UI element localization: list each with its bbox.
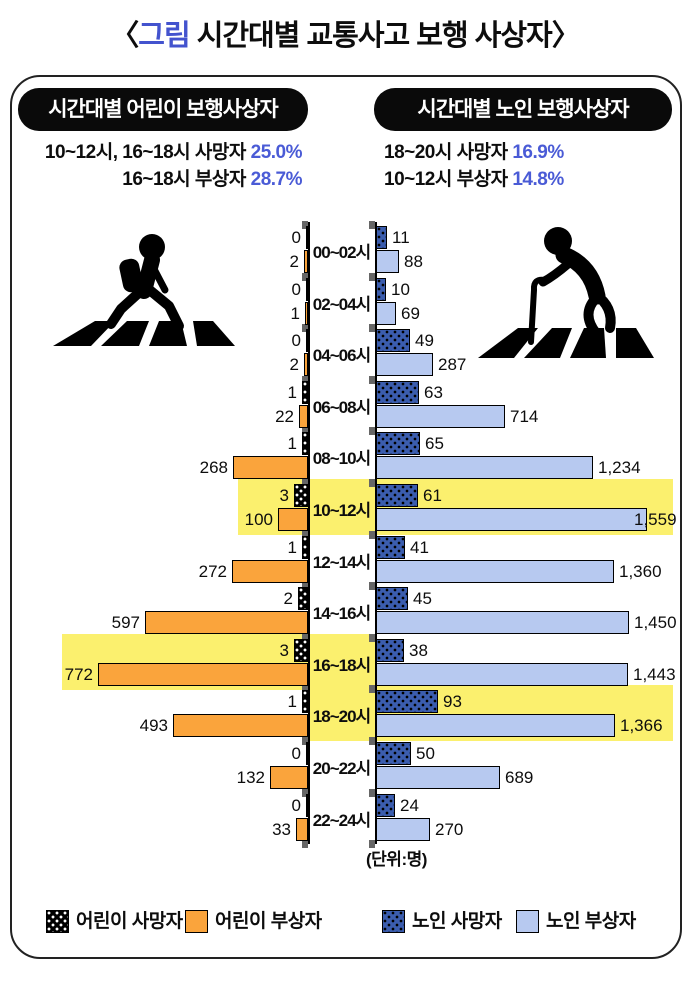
legend-label: 어린이 부상자 bbox=[215, 911, 322, 932]
subtitle-percent: 28.7% bbox=[250, 169, 303, 190]
legend-swatch-icon bbox=[516, 910, 539, 933]
subtitle-text: 10~12시 부상자 bbox=[384, 169, 513, 190]
right-chart-header: 시간대별 노인 보행사상자 bbox=[374, 88, 672, 131]
left-chart-header: 시간대별 어린이 보행사상자 bbox=[18, 88, 308, 131]
subtitle-percent: 16.9% bbox=[512, 142, 564, 163]
subtitle-text: 16~18시 부상자 bbox=[122, 169, 251, 190]
right-subtitle: 18~20시 사망자 16.9% 10~12시 부상자 14.8% bbox=[384, 139, 674, 193]
title-rest: 시간대별 교통사고 보행 사상자 bbox=[189, 20, 553, 52]
title-bracket-open: 〈 bbox=[110, 20, 139, 52]
title-bracket-close: 〉 bbox=[551, 20, 581, 52]
left-subtitle: 10~12시, 16~18시 사망자 25.0% 16~18시 부상자 28.7% bbox=[20, 139, 303, 193]
subtitle-line: 18~20시 사망자 16.9% bbox=[384, 139, 674, 166]
legend-label: 노인 부상자 bbox=[546, 911, 636, 932]
legend-label: 어린이 사망자 bbox=[76, 911, 183, 932]
subtitle-line: 10~12시 부상자 14.8% bbox=[384, 166, 674, 193]
chart-panel bbox=[10, 75, 682, 959]
subtitle-text: 10~12시, 16~18시 사망자 bbox=[44, 142, 251, 163]
legend-swatch-icon bbox=[46, 910, 69, 933]
subtitle-line: 10~12시, 16~18시 사망자 25.0% bbox=[20, 139, 303, 166]
page-title: 〈그림 시간대별 교통사고 보행 사상자〉 bbox=[0, 12, 690, 54]
subtitle-percent: 25.0% bbox=[250, 142, 303, 163]
subtitle-percent: 14.8% bbox=[512, 169, 564, 190]
legend-swatch-icon bbox=[382, 910, 405, 933]
elderly-crosswalk-icon bbox=[478, 224, 656, 360]
legend-label: 노인 사망자 bbox=[412, 911, 502, 932]
unit-note: (단위:명) bbox=[366, 850, 427, 869]
title-highlight: 그림 bbox=[138, 20, 190, 52]
subtitle-text: 18~20시 사망자 bbox=[384, 142, 513, 163]
legend-swatch-icon bbox=[185, 910, 208, 933]
subtitle-line: 16~18시 부상자 28.7% bbox=[20, 166, 302, 193]
child-crosswalk-icon bbox=[53, 233, 238, 348]
